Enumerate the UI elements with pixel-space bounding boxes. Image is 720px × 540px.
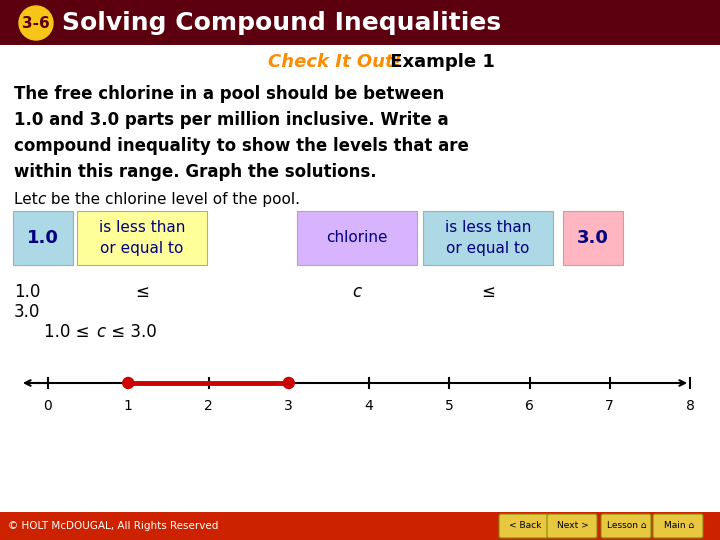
Text: 6: 6: [525, 399, 534, 413]
Text: 3.0: 3.0: [14, 303, 40, 321]
Text: Solving Compound Inequalities: Solving Compound Inequalities: [62, 11, 501, 35]
FancyBboxPatch shape: [601, 514, 651, 538]
Text: ≤: ≤: [481, 283, 495, 301]
Text: compound inequality to show the levels that are: compound inequality to show the levels t…: [14, 137, 469, 155]
FancyBboxPatch shape: [13, 211, 73, 265]
Text: 2: 2: [204, 399, 213, 413]
Bar: [0, 512, 720, 540]
Text: 1.0: 1.0: [14, 283, 40, 301]
Bar: [0, 0, 720, 45]
Text: 4: 4: [364, 399, 374, 413]
Text: ≤ 3.0: ≤ 3.0: [106, 323, 157, 341]
FancyBboxPatch shape: [499, 514, 549, 538]
Text: within this range. Graph the solutions.: within this range. Graph the solutions.: [14, 163, 377, 181]
Text: Example 1: Example 1: [384, 53, 495, 71]
Text: c: c: [37, 192, 45, 207]
Circle shape: [122, 377, 134, 388]
Text: 7: 7: [606, 399, 614, 413]
FancyBboxPatch shape: [297, 211, 417, 265]
Text: < Back: < Back: [509, 522, 541, 530]
Text: © HOLT McDOUGAL, All Rights Reserved: © HOLT McDOUGAL, All Rights Reserved: [8, 521, 218, 531]
Text: 3.0: 3.0: [577, 229, 609, 247]
Text: is less than
or equal to: is less than or equal to: [445, 220, 531, 256]
Text: Let: Let: [14, 192, 42, 207]
Text: 8: 8: [685, 399, 694, 413]
Text: 5: 5: [445, 399, 454, 413]
Text: 0: 0: [44, 399, 53, 413]
Text: 1.0: 1.0: [27, 229, 59, 247]
Text: chlorine: chlorine: [326, 231, 388, 246]
FancyBboxPatch shape: [423, 211, 553, 265]
Text: 1.0 ≤: 1.0 ≤: [44, 323, 95, 341]
Text: 1: 1: [124, 399, 132, 413]
Text: 1.0 and 3.0 parts per million inclusive. Write a: 1.0 and 3.0 parts per million inclusive.…: [14, 111, 449, 129]
FancyBboxPatch shape: [653, 514, 703, 538]
Text: Check It Out!: Check It Out!: [268, 53, 402, 71]
Text: c: c: [352, 283, 361, 301]
Text: Lesson ⌂: Lesson ⌂: [607, 522, 647, 530]
Text: be the chlorine level of the pool.: be the chlorine level of the pool.: [46, 192, 300, 207]
Text: The free chlorine in a pool should be between: The free chlorine in a pool should be be…: [14, 85, 444, 103]
Text: is less than
or equal to: is less than or equal to: [99, 220, 185, 256]
Text: Next >: Next >: [557, 522, 589, 530]
FancyBboxPatch shape: [547, 514, 597, 538]
Circle shape: [19, 6, 53, 40]
Text: Main ⌂: Main ⌂: [664, 522, 694, 530]
Circle shape: [283, 377, 294, 388]
Text: c: c: [96, 323, 105, 341]
Text: 3-6: 3-6: [22, 16, 50, 30]
FancyBboxPatch shape: [563, 211, 623, 265]
Text: 3: 3: [284, 399, 293, 413]
FancyBboxPatch shape: [77, 211, 207, 265]
Text: ≤: ≤: [135, 283, 149, 301]
